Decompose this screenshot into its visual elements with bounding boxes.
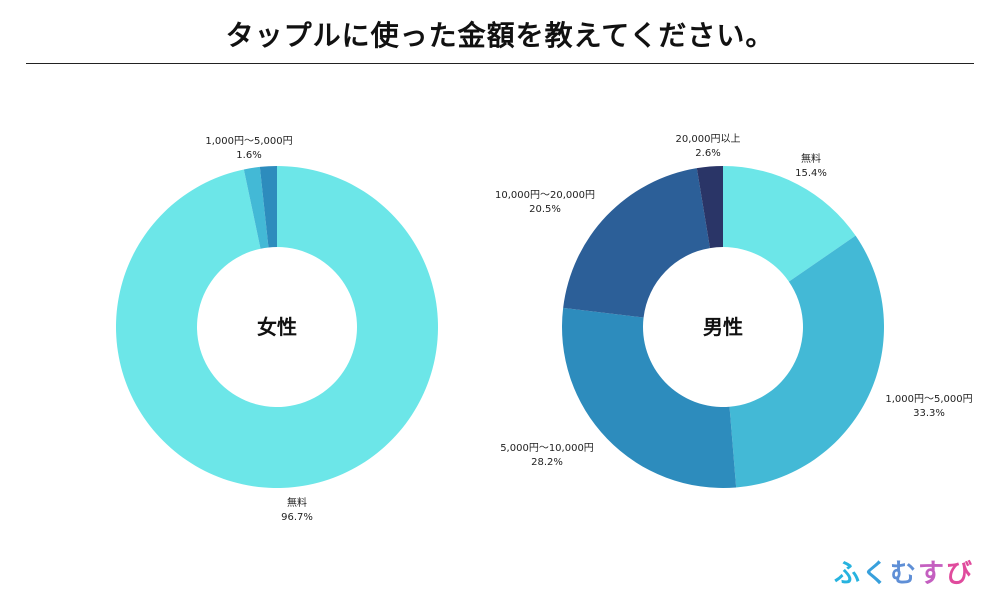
- donut-center-label: 男性: [703, 315, 743, 339]
- slice-label: 5,000円〜10,000円: [500, 443, 594, 454]
- slice-label: 10,000円〜20,000円: [495, 190, 595, 201]
- title-divider: [26, 63, 974, 64]
- logo-char: ふ: [833, 559, 862, 589]
- slice-value-label: 20.5%: [529, 204, 561, 215]
- slice-value-label: 2.6%: [695, 148, 720, 159]
- slice-value-label: 1.6%: [236, 150, 261, 161]
- slice-label: 無料: [287, 496, 307, 509]
- donut-slice: [723, 166, 856, 282]
- brand-logo: ふくむすび: [834, 553, 974, 590]
- donut-slice: [561, 307, 737, 488]
- donut-slice: [563, 168, 710, 318]
- slice-value-label: 96.7%: [281, 512, 313, 523]
- slice-label: 1,000円〜5,000円: [885, 394, 972, 405]
- slice-label: 20,000円以上: [676, 133, 741, 145]
- donut-slice: [115, 166, 438, 488]
- donut-slice: [259, 166, 277, 248]
- slice-value-label: 15.4%: [795, 168, 827, 179]
- logo-char: く: [861, 559, 890, 589]
- slice-value-label: 33.3%: [913, 408, 945, 419]
- slice-label: 1,000円〜5,000円: [205, 136, 292, 147]
- logo-char: む: [889, 559, 918, 589]
- donut-center-label: 女性: [257, 315, 297, 339]
- donut-slice: [696, 166, 723, 249]
- logo-char: す: [917, 559, 946, 589]
- logo-char: び: [945, 559, 974, 589]
- donut-slice: [243, 166, 269, 249]
- slice-label: 無料: [801, 152, 821, 165]
- donut-slice: [729, 235, 884, 488]
- page-title: タップルに使った金額を教えてください。: [225, 19, 775, 52]
- slice-value-label: 28.2%: [531, 457, 563, 468]
